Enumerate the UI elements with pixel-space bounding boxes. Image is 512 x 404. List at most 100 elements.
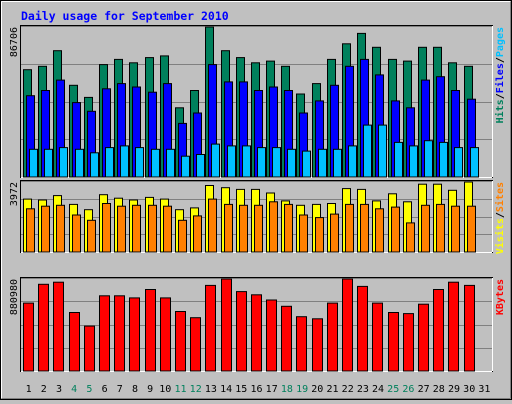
- bar-pages-day-5: [90, 152, 99, 178]
- bar-pages-day-11: [181, 155, 190, 178]
- x-tick-label: 14: [220, 384, 232, 395]
- bar-kbytes-day-11: [175, 311, 186, 372]
- bar-sites-day-8: [132, 204, 141, 253]
- bar-sites-day-15: [239, 204, 248, 253]
- panel-3: 880980 KBytes: [9, 277, 506, 372]
- bar-kbytes-day-4: [69, 312, 80, 372]
- bar-kbytes-day-3: [53, 281, 64, 372]
- bar-kbytes-day-17: [266, 299, 277, 372]
- bar-kbytes-day-12: [190, 317, 201, 372]
- x-tick-label: 27: [418, 384, 430, 395]
- x-tick-label: 10: [159, 384, 171, 395]
- legend: Hits/Files/Pages: [494, 27, 506, 123]
- bar-pages-day-8: [135, 147, 144, 178]
- bar-kbytes-day-10: [160, 297, 171, 372]
- bar-pages-day-13: [211, 143, 220, 178]
- legend-entry: /: [495, 93, 506, 99]
- bar-kbytes-day-16: [251, 294, 262, 372]
- bar-sites-day-25: [391, 206, 400, 253]
- bar-pages-day-25: [394, 141, 403, 178]
- bar-kbytes-day-1: [23, 302, 34, 372]
- bar-pages-day-2: [44, 148, 53, 178]
- x-tick-label: 11: [174, 384, 186, 395]
- y-max-label: 86706: [9, 27, 20, 57]
- bar-pages-day-30: [470, 147, 479, 178]
- bar-pages-day-22: [348, 145, 357, 178]
- bar-kbytes-day-5: [84, 325, 95, 372]
- legend-entry: /: [495, 57, 506, 63]
- x-tick-label: 2: [41, 384, 47, 395]
- bar-pages-day-12: [196, 154, 205, 178]
- bar-kbytes-day-20: [312, 318, 323, 372]
- bar-pages-day-6: [105, 147, 114, 178]
- x-tick-label: 22: [342, 384, 354, 395]
- chart-title: Daily usage for September 2010: [21, 9, 229, 23]
- legend: KBytes: [495, 279, 506, 315]
- legend: Visits/Sites: [494, 182, 506, 254]
- x-tick-label: 3: [56, 384, 62, 395]
- bar-pages-day-20: [318, 148, 327, 178]
- legend-entry: Files: [494, 63, 506, 93]
- bar-pages-day-21: [333, 148, 342, 178]
- bar-kbytes-day-8: [129, 297, 140, 372]
- bar-sites-day-27: [421, 204, 430, 253]
- bar-pages-day-18: [287, 148, 296, 178]
- legend-entry: Sites: [494, 182, 506, 212]
- bar-sites-day-29: [451, 205, 460, 253]
- bar-sites-day-4: [72, 214, 81, 253]
- bar-sites-day-13: [208, 198, 217, 253]
- x-tick-label: 19: [296, 384, 308, 395]
- legend-entry: KBytes: [495, 279, 506, 315]
- bar-sites-day-11: [178, 219, 187, 253]
- bar-pages-day-17: [272, 147, 281, 178]
- bar-sites-day-17: [269, 201, 278, 253]
- x-tick-label: 20: [311, 384, 323, 395]
- x-axis-labels: 1 2 3 4 5 6 7 8 9 10 11 12 13 14 15 16 17 18 19 20 21 22 23 24 2…: [26, 384, 491, 395]
- bar-pages-day-26: [409, 145, 418, 178]
- x-tick-label: 28: [433, 384, 445, 395]
- chart-panels: 86706 Hits/Files/Pages 3972 Visits/Sites 880…: [9, 25, 506, 372]
- bar-kbytes-day-18: [281, 305, 292, 372]
- bar-sites-day-30: [467, 205, 476, 253]
- y-max-label: 880980: [9, 279, 20, 315]
- bar-kbytes-day-15: [236, 291, 247, 372]
- bar-kbytes-day-25: [388, 312, 399, 372]
- bar-kbytes-day-2: [38, 283, 49, 372]
- bar-pages-day-19: [302, 150, 311, 178]
- bar-kbytes-day-30: [464, 284, 475, 372]
- bar-sites-day-2: [41, 205, 50, 253]
- x-tick-label: 17: [266, 384, 278, 395]
- bar-kbytes-day-21: [327, 302, 338, 372]
- bar-pages-day-29: [454, 147, 463, 178]
- bar-sites-day-24: [375, 208, 384, 253]
- bar-sites-day-22: [345, 203, 354, 253]
- bar-sites-day-7: [117, 205, 126, 253]
- panel-1: 86706 Hits/Files/Pages: [9, 25, 506, 178]
- bar-kbytes-day-14: [221, 278, 232, 372]
- bar-kbytes-day-26: [403, 313, 414, 372]
- bar-kbytes-day-6: [99, 295, 110, 372]
- x-tick-label: 16: [250, 384, 262, 395]
- x-tick-label: 5: [86, 384, 92, 395]
- x-tick-label: 13: [205, 384, 217, 395]
- bar-kbytes-day-7: [114, 295, 125, 372]
- x-tick-label: 24: [372, 384, 384, 395]
- bar-sites-day-18: [284, 203, 293, 253]
- x-tick-label: 18: [281, 384, 293, 395]
- x-tick-label: 15: [235, 384, 247, 395]
- x-tick-label: 7: [117, 384, 123, 395]
- bar-sites-day-12: [193, 215, 202, 253]
- x-tick-label: 21: [326, 384, 338, 395]
- bar-kbytes-day-28: [433, 289, 444, 372]
- x-tick-label: 30: [463, 384, 475, 395]
- x-tick-label: 23: [357, 384, 369, 395]
- x-tick-label: 26: [402, 384, 414, 395]
- bar-pages-day-4: [75, 148, 84, 178]
- y-max-label: 3972: [9, 182, 20, 206]
- bar-pages-day-10: [166, 148, 175, 178]
- x-tick-label: 29: [448, 384, 460, 395]
- x-tick-label: 1: [26, 384, 32, 395]
- bar-sites-day-16: [254, 204, 263, 253]
- bar-sites-day-3: [56, 204, 65, 253]
